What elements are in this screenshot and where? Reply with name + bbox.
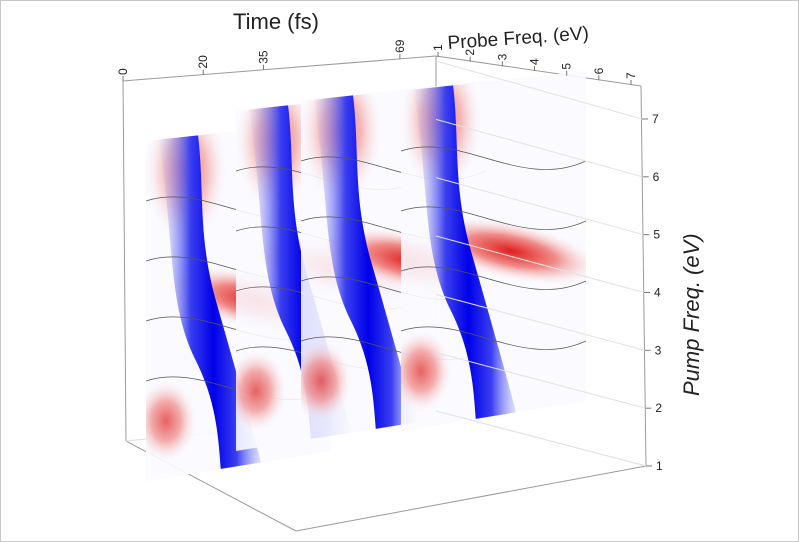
time-axis-title: Time (fs) xyxy=(233,9,319,34)
probe-tick-label: 3 xyxy=(495,53,509,60)
pump-tick-label: 3 xyxy=(655,343,662,357)
red-lobe xyxy=(422,217,586,285)
time-tick-label: 69 xyxy=(393,39,407,53)
probe-tick-label: 1 xyxy=(431,44,445,51)
contour xyxy=(401,206,586,230)
time-tick-label: 35 xyxy=(256,50,270,64)
contour xyxy=(401,326,586,350)
pump-grid-line xyxy=(435,293,645,351)
pump-axis-title: Pump Freq. (eV) xyxy=(679,233,704,396)
blue-band xyxy=(311,81,426,441)
pump-tick-label: 4 xyxy=(654,286,661,300)
pump-grid-line xyxy=(435,235,645,293)
pump-tick-label: 2 xyxy=(655,401,662,415)
pump-grid-line xyxy=(435,60,643,120)
red-lobe xyxy=(236,351,286,431)
red-lobe xyxy=(301,341,351,421)
red-lobe xyxy=(146,381,196,461)
pump-grid-line xyxy=(435,177,644,236)
probe-tick-label: 2 xyxy=(463,49,477,56)
time-tick-label: 20 xyxy=(196,55,210,69)
pump-tick-label: 5 xyxy=(653,228,660,242)
pump-grid-line xyxy=(435,118,643,178)
blue-band xyxy=(411,71,526,431)
pump-tick-label: 7 xyxy=(652,112,659,126)
probe-tick-label: 7 xyxy=(624,72,638,79)
probe-tick-label: 5 xyxy=(560,63,574,70)
pump-tick-label: 1 xyxy=(656,459,663,473)
time-tick-label: 0 xyxy=(116,68,130,75)
slice xyxy=(401,71,586,431)
red-lobe xyxy=(401,331,451,411)
pump-grid-line xyxy=(435,352,646,409)
pump-grid-line xyxy=(435,410,647,467)
slice-content xyxy=(401,71,586,431)
slices xyxy=(146,71,586,481)
probe-tick-label: 6 xyxy=(592,67,606,74)
probe-tick-label: 4 xyxy=(528,58,542,65)
contour xyxy=(401,146,586,170)
contour xyxy=(401,266,586,290)
pump-tick-label: 6 xyxy=(653,170,660,184)
